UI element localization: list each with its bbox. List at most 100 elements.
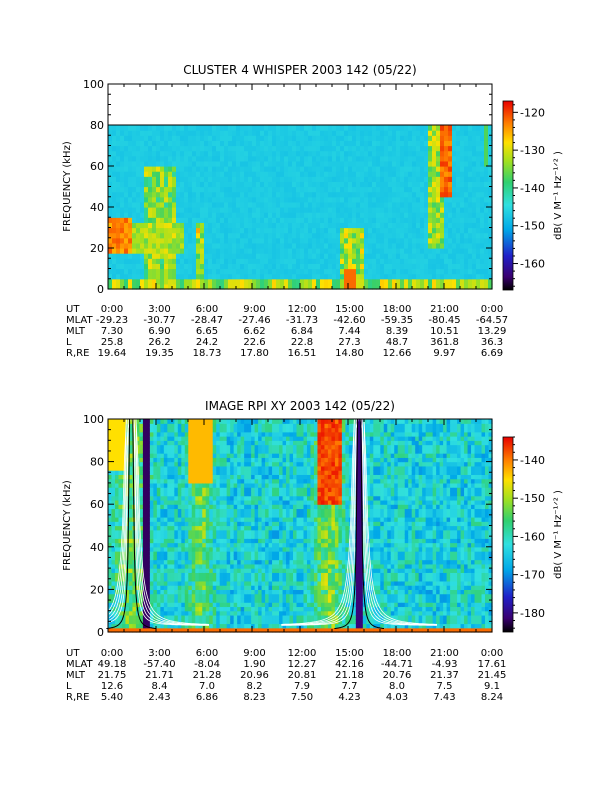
spectrogram-cell <box>174 627 179 633</box>
spectrogram-cell <box>244 150 249 157</box>
spectrogram-cell <box>209 580 214 586</box>
spectrogram-cell <box>268 181 273 188</box>
spectrogram-cell <box>204 248 209 254</box>
spectrogram-cell <box>360 155 365 162</box>
spectrogram-cell <box>176 283 181 290</box>
spectrogram-cell <box>128 521 134 527</box>
spectrogram-cell <box>292 166 297 172</box>
spectrogram-cell <box>177 423 182 429</box>
spectrogram-cell <box>460 201 465 208</box>
spectrogram-cell <box>164 263 169 270</box>
spectrogram-cell <box>184 474 189 480</box>
spectrogram-cell <box>404 160 409 167</box>
spectrogram-cell <box>108 419 113 424</box>
spectrogram-cell <box>226 529 231 535</box>
spectrogram-cell <box>444 125 449 131</box>
spectrogram-cell <box>163 534 168 539</box>
spectrogram-cell <box>452 130 457 136</box>
spectrogram-cell <box>153 423 158 429</box>
spectrogram-cell <box>416 278 421 285</box>
ephemeris-value: 15:00 <box>335 304 364 315</box>
spectrogram-cell <box>348 125 353 131</box>
spectrogram-cell <box>488 166 493 172</box>
spectrogram-cell <box>153 623 158 629</box>
spectrogram-cell <box>288 232 293 239</box>
spectrogram-cell <box>488 196 493 203</box>
spectrogram-cell <box>224 283 229 290</box>
spectrogram-cell <box>296 273 301 280</box>
spectrogram-cell <box>184 495 189 501</box>
spectrogram-cell <box>153 559 158 565</box>
spectrogram-cell <box>192 273 197 280</box>
spectrogram-cell <box>226 482 231 488</box>
spectrogram-cell <box>219 453 224 458</box>
spectrogram-cell <box>240 237 245 244</box>
spectrogram-cell <box>167 559 172 565</box>
spectrogram-cell <box>184 576 189 582</box>
spectrogram-cell <box>320 140 325 147</box>
spectrogram-cell <box>360 196 365 203</box>
spectrogram-cell <box>432 263 437 270</box>
spectrogram-cell <box>468 176 473 182</box>
spectrogram-cell <box>488 222 493 229</box>
spectrogram-cell <box>112 253 117 259</box>
spectrogram-cell <box>202 470 207 475</box>
spectrogram-cell <box>184 217 189 223</box>
spectrogram-cell <box>111 440 116 446</box>
spectrogram-cell <box>205 589 210 595</box>
spectrogram-cell <box>170 563 175 569</box>
spectrogram-cell <box>352 125 357 131</box>
spectrogram-cell <box>140 196 145 203</box>
spectrogram-cell <box>120 253 125 259</box>
spectrogram-cell <box>428 196 433 203</box>
spectrogram-cell <box>248 258 253 264</box>
spectrogram-cell <box>128 491 134 497</box>
spectrogram-cell <box>226 521 231 527</box>
spectrogram-cell <box>260 217 265 223</box>
spectrogram-cell <box>181 619 186 625</box>
spectrogram-cell <box>248 283 253 290</box>
spectrogram-cell <box>125 538 130 544</box>
spectrogram-cell <box>372 217 377 223</box>
spectrogram-cell <box>348 130 353 136</box>
spectrogram-cell <box>396 135 401 141</box>
spectrogram-cell <box>424 258 429 264</box>
spectrogram-cell <box>114 448 120 454</box>
spectrogram-cell <box>232 207 237 213</box>
spectrogram-cell <box>372 212 377 218</box>
spectrogram-cell <box>416 207 421 213</box>
spectrogram-cell <box>142 572 147 578</box>
spectrogram-cell <box>198 568 203 573</box>
spectrogram-cell <box>128 155 133 162</box>
spectrogram-cell <box>264 160 269 167</box>
spectrogram-cell <box>108 135 113 141</box>
spectrogram-cell <box>139 478 144 484</box>
spectrogram-cell <box>188 555 193 561</box>
spectrogram-cell <box>188 217 193 223</box>
spectrogram-cell <box>312 125 317 131</box>
spectrogram-cell <box>163 461 168 467</box>
spectrogram-cell <box>480 237 485 244</box>
spectrogram-cell <box>356 135 361 141</box>
spectrogram-cell <box>216 145 221 152</box>
spectrogram-cell <box>352 232 357 239</box>
spectrogram-cell <box>476 140 481 147</box>
spectrogram-cell <box>344 278 349 285</box>
spectrogram-cell <box>156 482 161 488</box>
spectrogram-cell <box>256 253 261 259</box>
spectrogram-cell <box>149 482 154 488</box>
spectrogram-cell <box>228 135 233 141</box>
spectrogram-cell <box>170 419 175 424</box>
spectrogram-cell <box>264 140 269 147</box>
spectrogram-cell <box>396 150 401 157</box>
spectrogram-cell <box>167 521 172 527</box>
spectrogram-cell <box>344 150 349 157</box>
spectrogram-cell <box>108 614 113 620</box>
spectrogram-cell <box>202 440 207 446</box>
spectrogram-cell <box>316 150 321 157</box>
spectrogram-cell <box>272 268 277 275</box>
spectrogram-cell <box>120 125 125 131</box>
spectrogram-cell <box>180 196 185 203</box>
spectrogram-cell <box>304 125 309 131</box>
spectrogram-cell <box>452 191 457 198</box>
